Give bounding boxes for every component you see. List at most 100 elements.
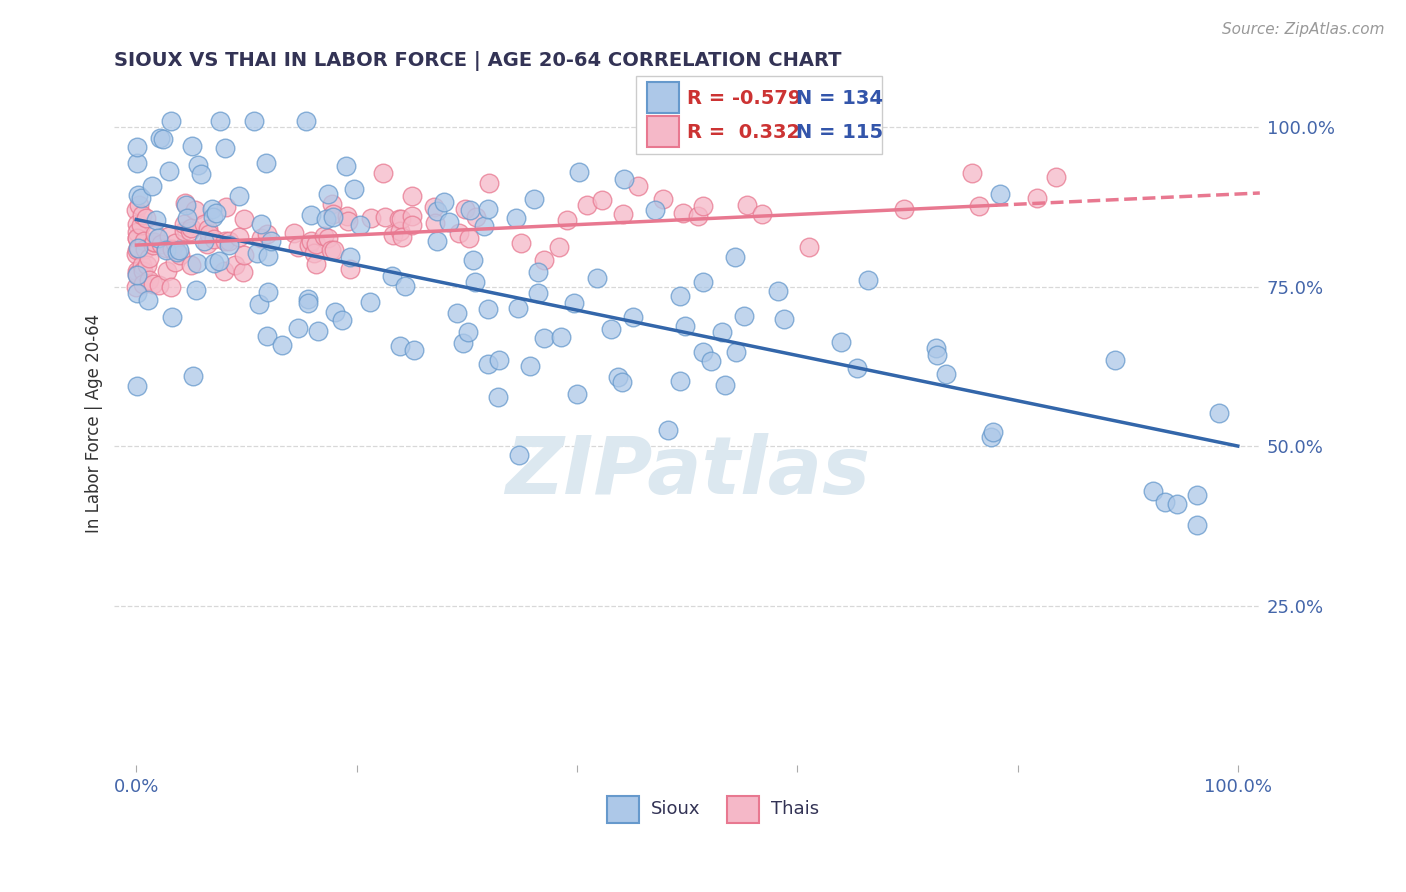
Point (548, 240, 571, 254)
Point (131, 258, 153, 272)
Point (686, 209, 709, 223)
Point (160, 113, 183, 128)
Point (856, 273, 879, 287)
Point (128, 243, 150, 257)
Point (401, 189, 423, 203)
Point (128, 198, 150, 212)
Point (607, 370, 630, 384)
Point (134, 242, 156, 256)
Point (247, 297, 270, 311)
Point (527, 285, 550, 300)
Point (381, 268, 404, 283)
Point (202, 232, 225, 246)
Point (562, 295, 585, 310)
Point (432, 195, 454, 210)
Point (205, 206, 228, 220)
Point (526, 265, 548, 279)
Point (143, 235, 166, 250)
Point (214, 234, 236, 248)
Point (129, 191, 152, 205)
Point (233, 212, 256, 227)
Text: Thais: Thais (770, 800, 818, 819)
Text: N = 115: N = 115 (796, 123, 883, 142)
Point (751, 207, 773, 221)
Point (186, 255, 208, 269)
Point (672, 206, 695, 220)
Point (692, 275, 714, 289)
Point (152, 132, 174, 146)
Point (141, 277, 163, 291)
Point (127, 188, 149, 202)
Point (257, 285, 280, 300)
Point (533, 252, 555, 267)
Point (304, 246, 326, 260)
Point (148, 231, 170, 245)
Point (510, 236, 533, 251)
Point (692, 199, 714, 213)
Point (733, 309, 755, 323)
Point (125, 231, 148, 245)
Point (1045, 170, 1067, 185)
Point (391, 230, 413, 244)
Point (127, 217, 149, 231)
Point (401, 209, 423, 223)
Point (174, 198, 197, 212)
Point (218, 234, 240, 248)
Point (125, 286, 148, 301)
Point (180, 220, 202, 235)
Point (212, 264, 235, 278)
Point (270, 338, 292, 352)
Point (150, 236, 173, 251)
Point (565, 386, 588, 401)
Point (1208, 406, 1230, 420)
Point (201, 210, 224, 224)
Point (426, 203, 449, 218)
Point (287, 320, 309, 334)
Point (157, 229, 180, 244)
Point (586, 271, 609, 285)
Point (214, 200, 236, 214)
Point (389, 211, 412, 226)
Point (799, 240, 821, 254)
Point (735, 197, 758, 211)
FancyBboxPatch shape (636, 76, 882, 154)
Point (256, 227, 278, 242)
Point (461, 252, 484, 267)
Point (335, 159, 357, 173)
Point (388, 223, 411, 237)
Y-axis label: In Labor Force | Age 20-64: In Labor Force | Age 20-64 (86, 314, 103, 533)
Point (692, 345, 714, 359)
Point (193, 234, 215, 248)
Point (980, 430, 1002, 444)
Point (505, 211, 527, 226)
Point (163, 235, 186, 250)
Point (187, 158, 209, 172)
Point (336, 214, 359, 228)
Point (246, 246, 269, 260)
Point (472, 219, 495, 234)
Point (323, 243, 346, 257)
Point (214, 141, 236, 155)
Point (142, 238, 165, 252)
Point (129, 218, 152, 232)
Point (148, 277, 170, 292)
Point (195, 237, 218, 252)
Point (713, 378, 735, 392)
Point (533, 331, 555, 345)
Point (322, 207, 344, 221)
Point (508, 448, 530, 462)
Point (260, 234, 283, 248)
Point (136, 258, 159, 272)
Point (359, 295, 381, 310)
Point (627, 178, 650, 193)
Point (134, 234, 156, 248)
Point (295, 113, 318, 128)
Point (184, 283, 207, 297)
Point (297, 292, 319, 306)
Text: N = 134: N = 134 (796, 88, 883, 108)
Point (668, 374, 690, 388)
Point (321, 243, 343, 257)
Point (1104, 352, 1126, 367)
Point (1142, 483, 1164, 498)
Point (299, 208, 322, 222)
